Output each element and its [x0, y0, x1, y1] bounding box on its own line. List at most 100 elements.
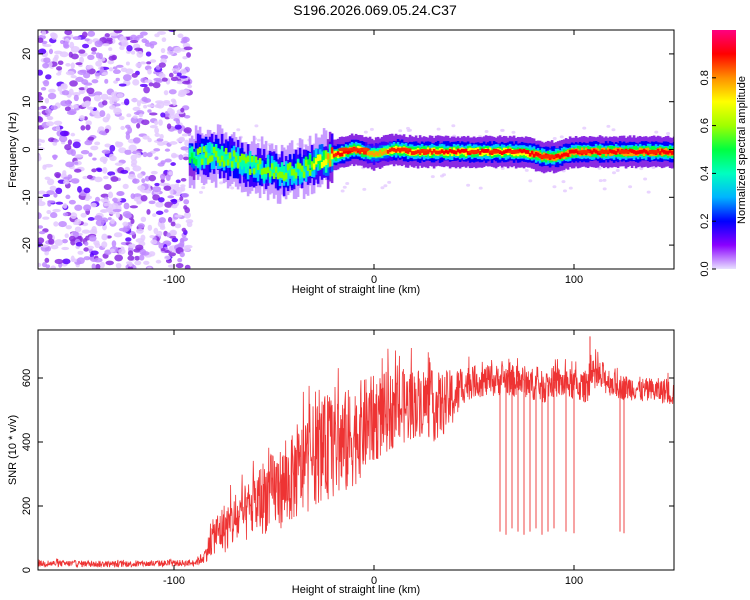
ridge-cell [462, 149, 466, 153]
ridge-cell [320, 156, 324, 167]
ridge-cell [574, 149, 578, 154]
noise-blob [666, 131, 671, 135]
noise-blob [122, 221, 129, 227]
ridge-cell [288, 162, 292, 169]
ridge-cell [188, 148, 192, 158]
ridge-cell [460, 148, 464, 153]
noise-blob [109, 248, 115, 253]
ridge-cell [220, 155, 224, 162]
ridge-cell [230, 161, 234, 168]
noise-blob [170, 76, 179, 82]
ridge-cell [254, 156, 258, 163]
noise-blob [132, 178, 140, 184]
noise-blob [55, 125, 61, 132]
noise-blob [127, 266, 134, 269]
noise-blob [135, 244, 144, 251]
noise-blob [484, 130, 489, 134]
noise-blob [126, 45, 133, 52]
ridge-cell [222, 160, 226, 167]
noise-blob [168, 72, 174, 78]
noise-blob [122, 74, 132, 82]
ridge-cell [466, 150, 470, 155]
noise-blob [55, 187, 63, 195]
noise-blob [53, 120, 63, 126]
ridge-cell [234, 155, 238, 163]
noise-blob [94, 72, 101, 77]
spectrogram-y-tick-label: -10 [21, 189, 33, 205]
noise-blob [177, 33, 184, 39]
ridge-cell [450, 149, 454, 154]
noise-blob [127, 173, 136, 180]
noise-blob [398, 129, 403, 133]
snr-x-ticks: -100 0 100 [163, 330, 583, 587]
ridge-cell [642, 148, 646, 153]
ridge-cell [628, 148, 632, 153]
ridge-cell [194, 159, 198, 166]
ridge-cell [394, 148, 398, 153]
ridge-cell [566, 153, 570, 157]
noise-blob [141, 119, 150, 126]
noise-blob [46, 190, 55, 195]
noise-blob [152, 213, 157, 218]
noise-blob [119, 36, 127, 44]
noise-blob [96, 168, 103, 173]
ridge-cell [646, 151, 650, 156]
ridge-cell [322, 160, 326, 167]
ridge-cell [454, 150, 458, 155]
noise-blob [82, 43, 90, 49]
ridge-cell [226, 141, 230, 164]
noise-blob [150, 43, 155, 49]
ridge-cell [244, 157, 248, 164]
noise-blob [99, 198, 108, 202]
ridge-cell [434, 150, 438, 155]
noise-blob [164, 255, 171, 260]
ridge-cell [246, 159, 250, 170]
ridge-cell [464, 148, 468, 153]
ridge-cell [308, 154, 312, 165]
noise-blob [116, 93, 124, 98]
noise-blob [93, 257, 103, 263]
noise-blob [183, 245, 191, 252]
noise-blob [160, 58, 167, 64]
ridge-cell [272, 172, 276, 179]
noise-blob [65, 62, 71, 67]
noise-blob [137, 172, 143, 179]
noise-blob [125, 61, 130, 66]
noise-blob [160, 160, 166, 165]
ridge-hotspot [648, 149, 660, 154]
noise-blob [95, 52, 101, 59]
noise-blob [137, 185, 146, 191]
noise-blob [524, 168, 529, 172]
noise-blob [38, 106, 43, 110]
noise-blob [47, 200, 56, 204]
ridge-cell [284, 161, 288, 177]
ridge-cell [256, 165, 260, 182]
ridge-cell [248, 168, 252, 176]
ridge-cell [366, 151, 370, 156]
noise-blob [387, 180, 392, 184]
noise-blob [628, 185, 633, 189]
noise-blob [256, 138, 261, 142]
noise-blob [173, 46, 182, 54]
noise-blob [152, 82, 161, 89]
noise-blob [113, 107, 122, 115]
noise-blob [43, 79, 50, 87]
ridge-cell [232, 158, 236, 169]
ridge-cell [228, 136, 232, 168]
ridge-cell [410, 151, 414, 155]
ridge-cell [486, 149, 490, 156]
noise-blob [90, 145, 99, 151]
noise-blob [148, 200, 156, 205]
noise-blob [74, 168, 82, 173]
noise-blob [147, 224, 153, 231]
spectrogram-x-axis-label: Height of straight line (km) [292, 284, 420, 296]
noise-blob [178, 154, 184, 161]
ridge-hotspot [468, 149, 480, 154]
spectrogram-y-tick-label: 0 [21, 146, 33, 152]
noise-blob [91, 168, 97, 173]
noise-blob [180, 146, 189, 151]
ridge-cell [536, 152, 540, 157]
ridge-cell [628, 149, 632, 157]
noise-blob [44, 163, 54, 168]
noise-blob [136, 34, 144, 39]
